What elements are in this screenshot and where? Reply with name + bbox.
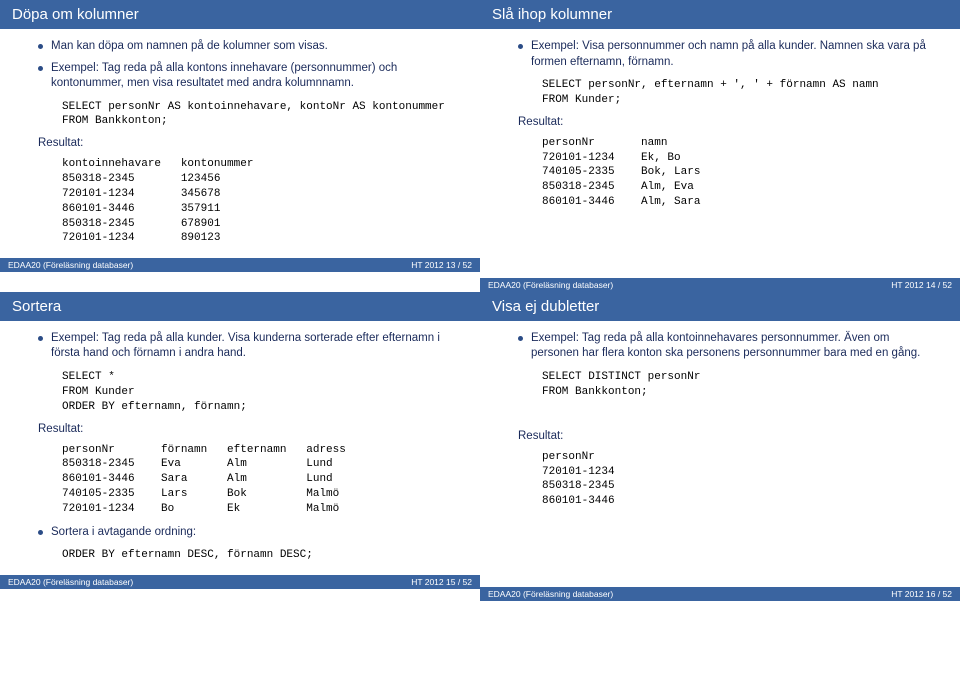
bullet-text: Exempel: Tag reda på alla kunder. Visa k… xyxy=(51,331,452,362)
bullet-item: Exempel: Visa personnummer och namn på a… xyxy=(518,39,932,70)
footer-right: HT 2012 16 / 52 xyxy=(891,589,952,599)
sql-code: ORDER BY efternamn DESC, förnamn DESC; xyxy=(62,548,452,563)
footer-left: EDAA20 (Föreläsning databaser) xyxy=(488,280,613,290)
slide-title: Visa ej dubletter xyxy=(480,292,960,321)
result-table: personNr 720101-1234 850318-2345 860101-… xyxy=(542,450,932,509)
result-label: Resultat: xyxy=(518,430,932,442)
slide-2: Slå ihop kolumner Exempel: Visa personnu… xyxy=(480,0,960,292)
bullet-text: Exempel: Tag reda på alla kontons inneha… xyxy=(51,61,452,92)
slide-footer: EDAA20 (Föreläsning databaser) HT 2012 1… xyxy=(0,575,480,589)
footer-left: EDAA20 (Föreläsning databaser) xyxy=(8,260,133,270)
result-label: Resultat: xyxy=(518,116,932,128)
sql-code: SELECT DISTINCT personNr FROM Bankkonton… xyxy=(542,370,932,400)
slide-title: Döpa om kolumner xyxy=(0,0,480,29)
sql-code: SELECT personNr, efternamn + ', ' + förn… xyxy=(542,78,932,108)
slide-3: Sortera Exempel: Tag reda på alla kunder… xyxy=(0,292,480,601)
bullet-dot-icon xyxy=(38,530,43,535)
result-label: Resultat: xyxy=(38,423,452,435)
spacer xyxy=(508,408,932,422)
result-table: personNr förnamn efternamn adress 850318… xyxy=(62,443,452,517)
footer-left: EDAA20 (Föreläsning databaser) xyxy=(8,577,133,587)
spacer xyxy=(508,517,932,575)
bullet-text: Exempel: Visa personnummer och namn på a… xyxy=(531,39,932,70)
bullet-item: Man kan döpa om namnen på de kolumner so… xyxy=(38,39,452,55)
result-table: personNr namn 720101-1234 Ek, Bo 740105-… xyxy=(542,136,932,210)
slide-title: Sortera xyxy=(0,292,480,321)
spacer xyxy=(508,218,932,266)
bullet-dot-icon xyxy=(518,336,523,341)
footer-right: HT 2012 14 / 52 xyxy=(891,280,952,290)
slide-4: Visa ej dubletter Exempel: Tag reda på a… xyxy=(480,292,960,601)
bullet-dot-icon xyxy=(38,336,43,341)
slide-title: Slå ihop kolumner xyxy=(480,0,960,29)
footer-right: HT 2012 13 / 52 xyxy=(411,260,472,270)
sql-code: SELECT * FROM Kunder ORDER BY efternamn,… xyxy=(62,370,452,415)
slide-footer: EDAA20 (Föreläsning databaser) HT 2012 1… xyxy=(480,278,960,292)
result-label: Resultat: xyxy=(38,137,452,149)
bullet-item: Sortera i avtagande ordning: xyxy=(38,525,452,541)
bullet-text: Man kan döpa om namnen på de kolumner so… xyxy=(51,39,328,55)
slide-footer: EDAA20 (Föreläsning databaser) HT 2012 1… xyxy=(0,258,480,272)
bullet-text: Exempel: Tag reda på alla kontoinnehavar… xyxy=(531,331,932,362)
footer-right: HT 2012 15 / 52 xyxy=(411,577,472,587)
slide-1: Döpa om kolumner Man kan döpa om namnen … xyxy=(0,0,480,292)
bullet-item: Exempel: Tag reda på alla kunder. Visa k… xyxy=(38,331,452,362)
bullet-text: Sortera i avtagande ordning: xyxy=(51,525,196,541)
footer-left: EDAA20 (Föreläsning databaser) xyxy=(488,589,613,599)
bullet-dot-icon xyxy=(518,44,523,49)
page-grid: Döpa om kolumner Man kan döpa om namnen … xyxy=(0,0,960,601)
result-table: kontoinnehavare kontonummer 850318-2345 … xyxy=(62,157,452,246)
bullet-dot-icon xyxy=(38,66,43,71)
sql-code: SELECT personNr AS kontoinnehavare, kont… xyxy=(62,100,452,130)
bullet-dot-icon xyxy=(38,44,43,49)
bullet-item: Exempel: Tag reda på alla kontoinnehavar… xyxy=(518,331,932,362)
slide-footer: EDAA20 (Föreläsning databaser) HT 2012 1… xyxy=(480,587,960,601)
bullet-item: Exempel: Tag reda på alla kontons inneha… xyxy=(38,61,452,92)
